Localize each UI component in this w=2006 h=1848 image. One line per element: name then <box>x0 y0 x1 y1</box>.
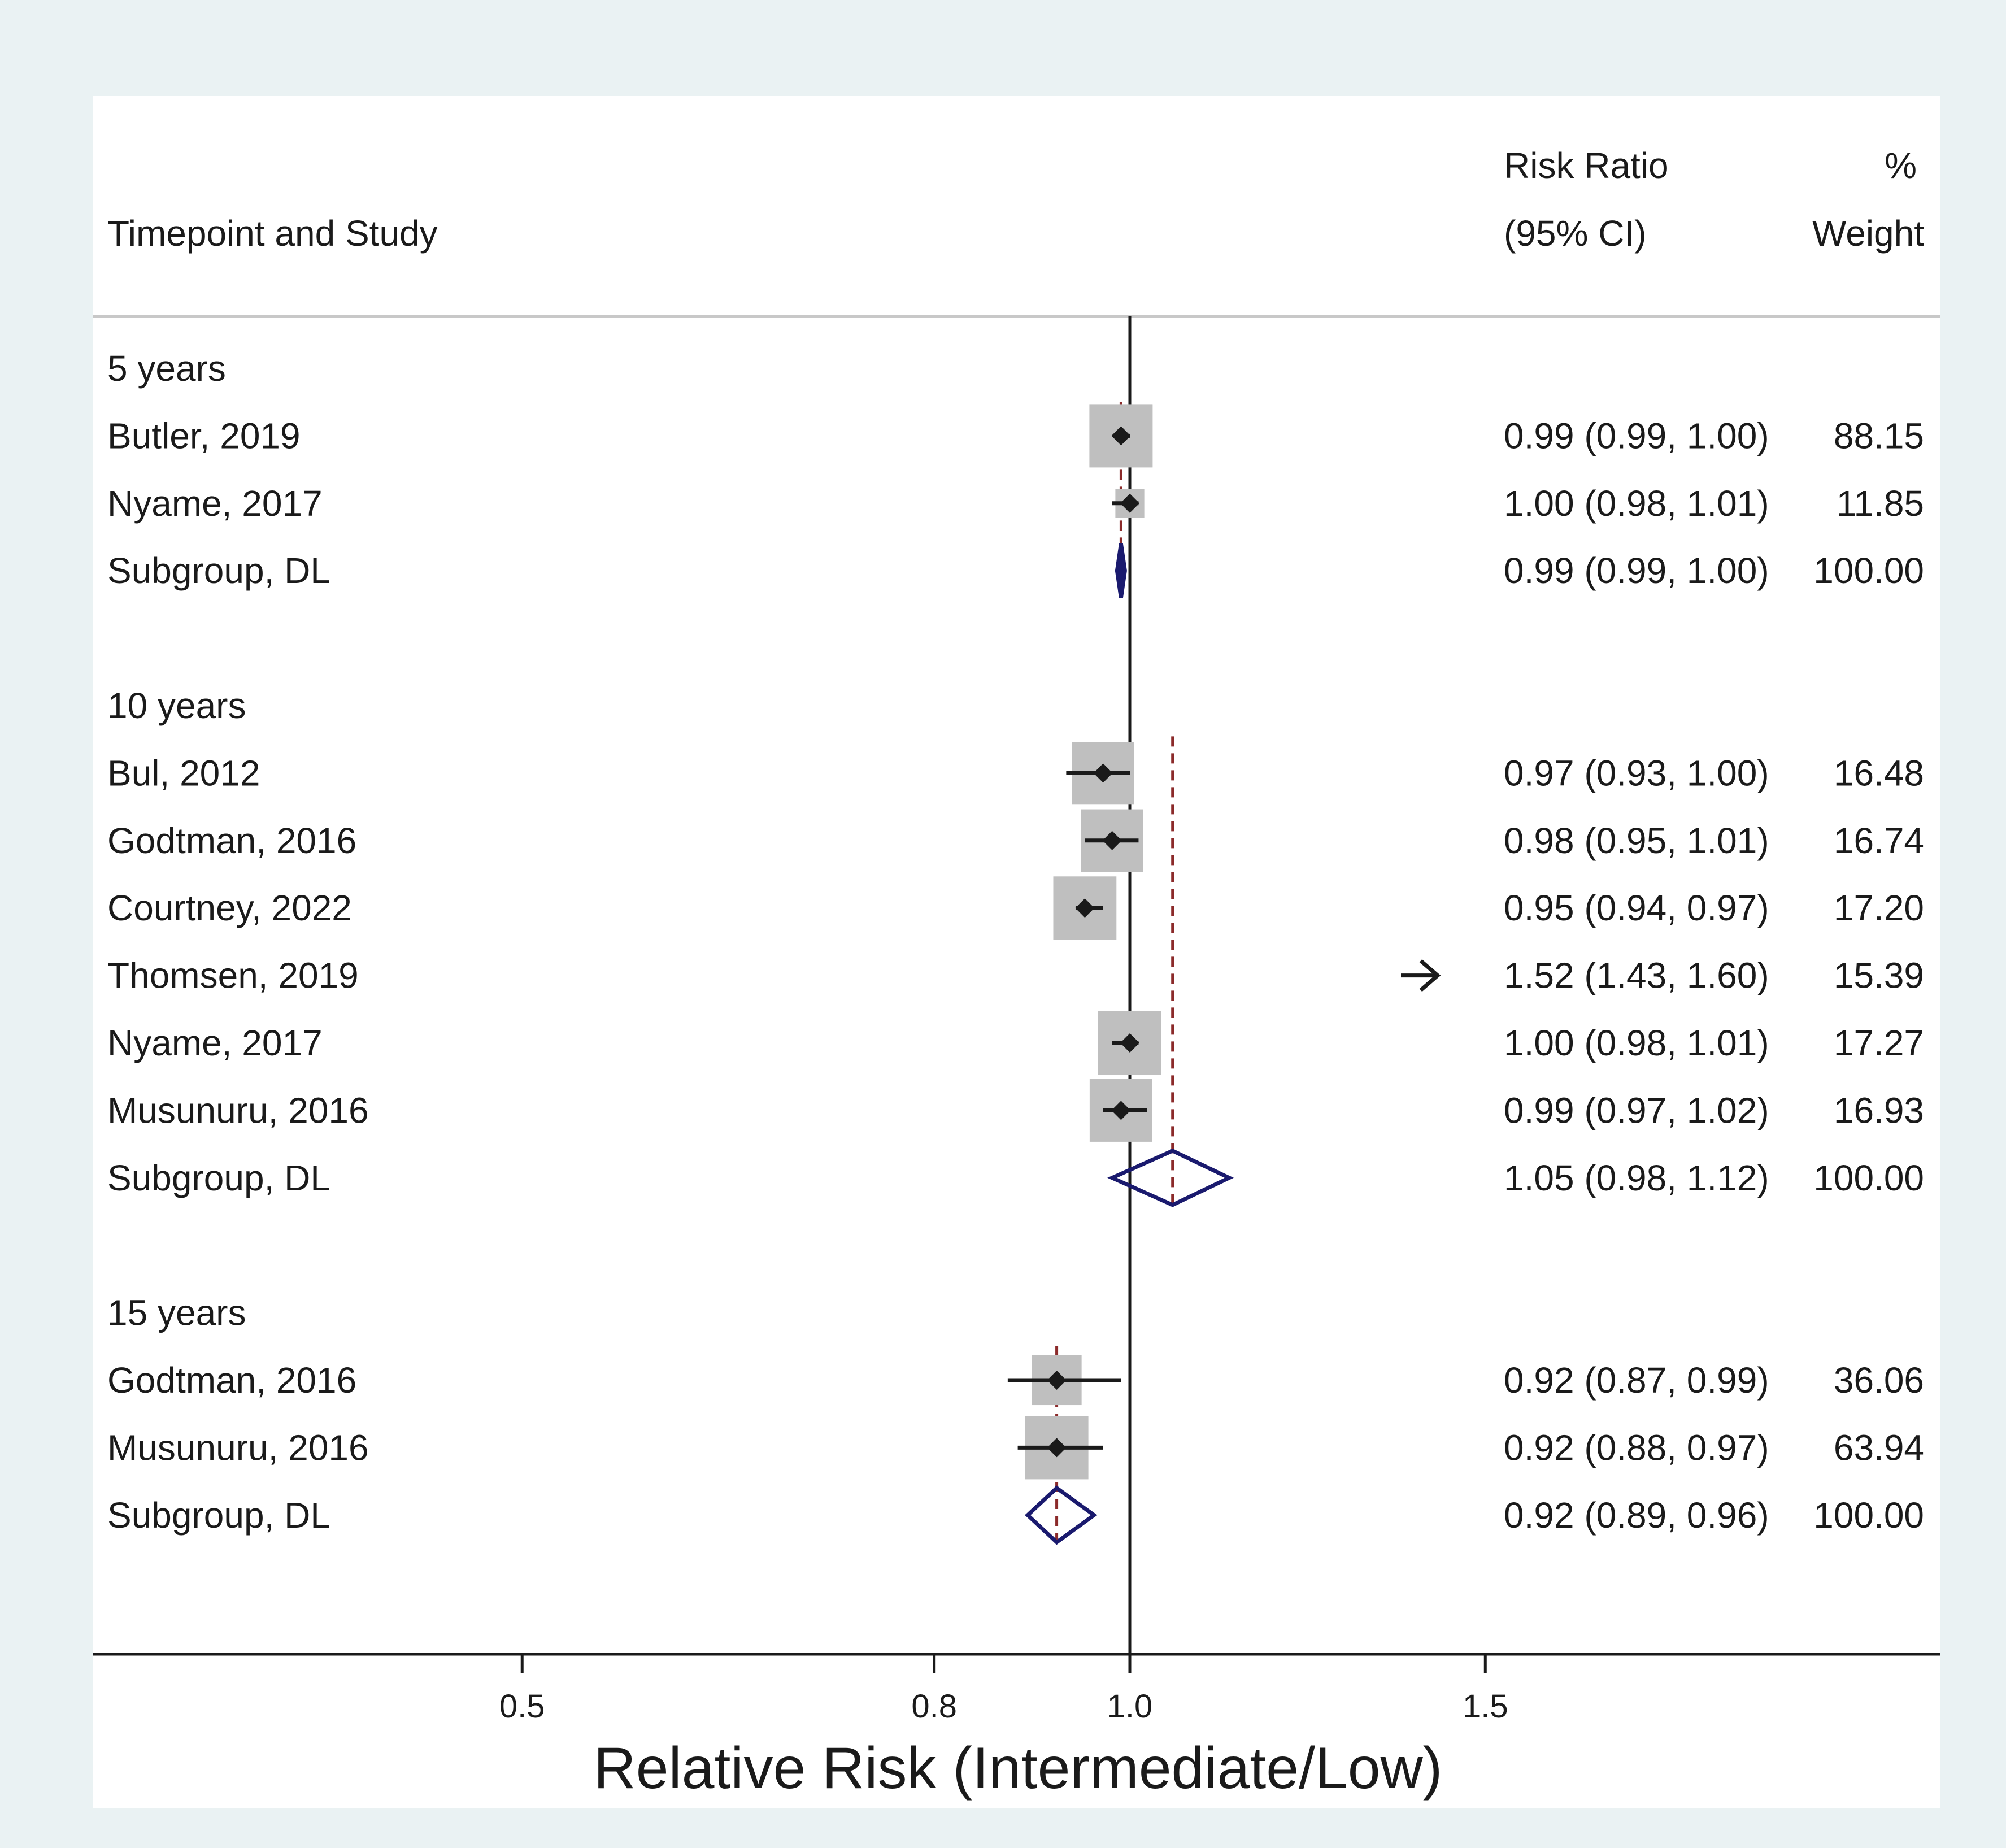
group-label: 10 years <box>107 685 246 726</box>
subgroup-name: Subgroup, DL <box>107 1158 330 1198</box>
study-weight: 36.06 <box>1834 1360 1924 1401</box>
pooled-estimate-lines <box>1055 402 1174 1542</box>
study-name: Nyame, 2017 <box>107 1023 323 1063</box>
study-name: Musunuru, 2016 <box>107 1427 369 1468</box>
subgroup-diamond <box>1025 1485 1098 1545</box>
study-name: Butler, 2019 <box>107 415 301 456</box>
study-weight: 15.39 <box>1834 955 1924 996</box>
study-name: Musunuru, 2016 <box>107 1090 369 1130</box>
header-weight-line1: % <box>1885 145 1917 186</box>
group-label: 15 years <box>107 1293 246 1333</box>
subgroup-name: Subgroup, DL <box>107 550 330 591</box>
study-effect: 0.92 (0.87, 0.99) <box>1504 1360 1769 1401</box>
point-estimate <box>1111 1101 1131 1120</box>
point-estimate <box>1075 898 1095 918</box>
study-effect: 0.98 (0.95, 1.01) <box>1504 820 1769 861</box>
point-estimate <box>1093 763 1113 783</box>
point-estimate <box>1120 493 1139 513</box>
study-name: Courtney, 2022 <box>107 888 352 928</box>
study-weight: 11.85 <box>1837 483 1924 524</box>
point-estimate <box>1047 1371 1067 1390</box>
study-name: Godtman, 2016 <box>107 1360 356 1401</box>
study-weight: 17.20 <box>1834 888 1924 928</box>
offscale-arrow-head <box>1419 959 1441 992</box>
header-weight-line2: Weight <box>1812 213 1924 254</box>
study-effect: 1.00 (0.98, 1.01) <box>1504 483 1769 524</box>
study-weight: 16.93 <box>1834 1090 1924 1130</box>
subgroup-effect: 1.05 (0.98, 1.12) <box>1504 1158 1769 1198</box>
subgroup-weight: 100.00 <box>1813 1495 1924 1536</box>
header-effect-line1: Risk Ratio <box>1504 145 1669 186</box>
header-effect-line2: (95% CI) <box>1504 213 1647 254</box>
subgroup-weight: 100.00 <box>1813 550 1924 591</box>
subgroup-name: Subgroup, DL <box>107 1495 330 1536</box>
study-effect: 1.00 (0.98, 1.01) <box>1504 1023 1769 1063</box>
point-estimate <box>1047 1438 1067 1458</box>
subgroup-diamond <box>1107 1148 1234 1207</box>
point-estimate <box>1120 1033 1139 1053</box>
x-tick-label: 0.8 <box>911 1688 957 1725</box>
x-tick-label: 1.0 <box>1107 1688 1153 1725</box>
x-ticks: 0.5 0.8 1.0 1.5 <box>499 1654 1508 1725</box>
x-axis-label: Relative Risk (Intermediate/Low) <box>594 1736 1443 1801</box>
group-label: 5 years <box>107 348 226 389</box>
study-name: Nyame, 2017 <box>107 483 323 524</box>
point-estimate <box>1102 830 1122 850</box>
study-effect: 0.92 (0.88, 0.97) <box>1504 1427 1769 1468</box>
study-weight: 16.48 <box>1834 753 1924 793</box>
x-tick-label: 0.5 <box>499 1688 545 1725</box>
header-study: Timepoint and Study <box>107 213 438 254</box>
study-rows: 5 years Butler, 2019 0.99 (0.99, 1.00) 88.1… <box>107 348 1924 1545</box>
study-weight: 63.94 <box>1834 1427 1924 1468</box>
subgroup-effect: 0.92 (0.89, 0.96) <box>1504 1495 1769 1536</box>
study-effect: 0.99 (0.99, 1.00) <box>1504 415 1769 456</box>
study-effect: 0.97 (0.93, 1.00) <box>1504 753 1769 793</box>
point-estimate <box>1111 426 1131 446</box>
x-tick-label: 1.5 <box>1463 1688 1508 1725</box>
study-name: Thomsen, 2019 <box>107 955 359 996</box>
subgroup-weight: 100.00 <box>1813 1158 1924 1198</box>
study-name: Godtman, 2016 <box>107 820 356 861</box>
study-weight: 88.15 <box>1834 415 1924 456</box>
study-name: Bul, 2012 <box>107 753 260 793</box>
study-effect: 0.99 (0.97, 1.02) <box>1504 1090 1769 1130</box>
study-weight: 17.27 <box>1834 1023 1924 1063</box>
study-weight: 16.74 <box>1834 820 1924 861</box>
subgroup-diamond <box>1115 543 1127 598</box>
study-effect: 1.52 (1.43, 1.60) <box>1504 955 1769 996</box>
subgroup-effect: 0.99 (0.99, 1.00) <box>1504 550 1769 591</box>
plot-region <box>93 96 1940 1808</box>
study-effect: 0.95 (0.94, 0.97) <box>1504 888 1769 928</box>
